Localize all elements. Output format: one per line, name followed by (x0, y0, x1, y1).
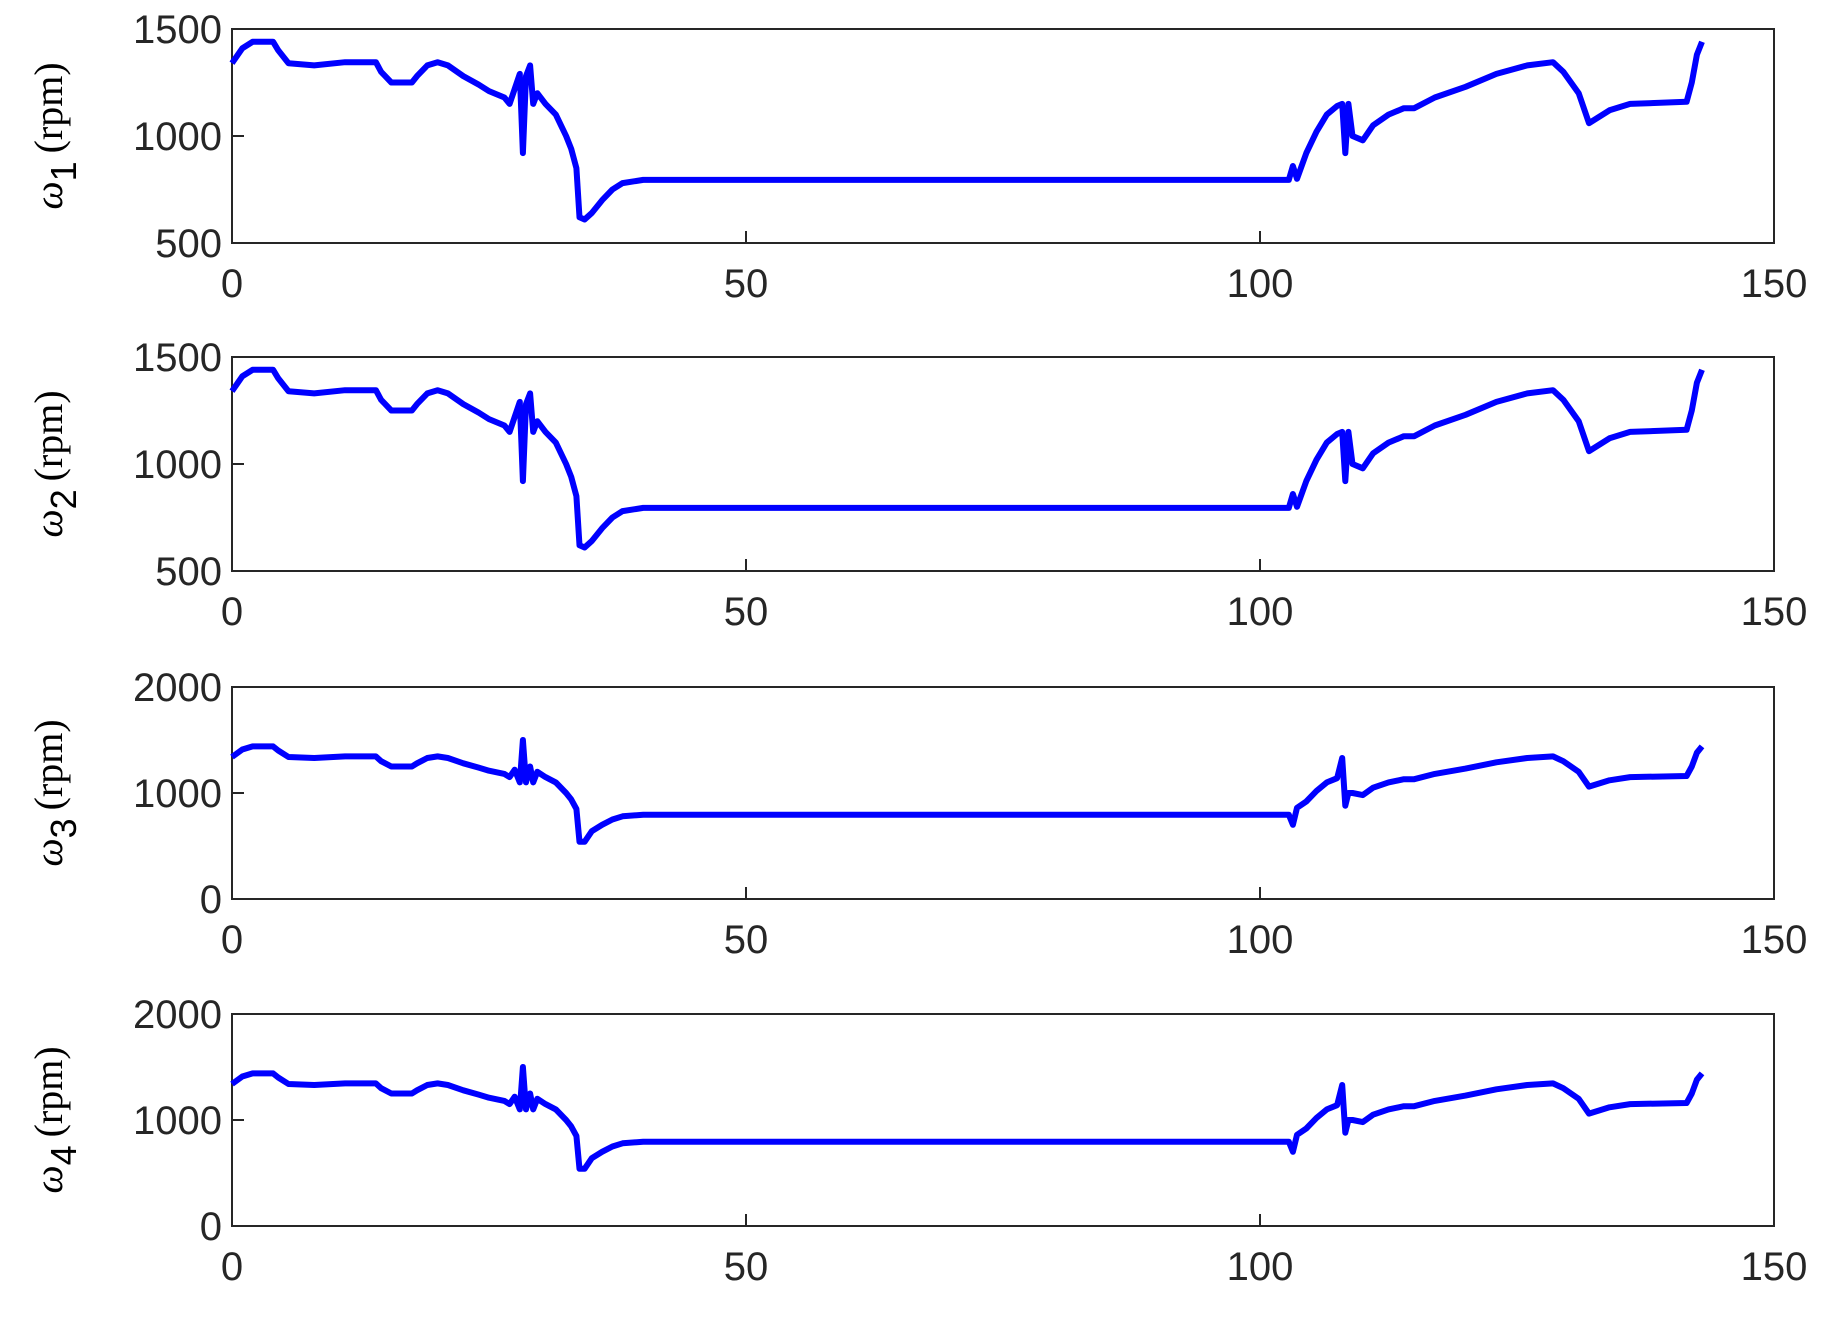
y-label-symbol: ω (26, 181, 71, 209)
y-label-subscript: 4 (43, 1145, 84, 1165)
axes-box (231, 356, 1775, 572)
y-tick-label: 2000 (133, 993, 222, 1037)
x-tick-label: 150 (1741, 918, 1808, 962)
x-tick-label: 0 (221, 262, 243, 306)
axes-box (231, 686, 1775, 900)
y-axis-label: ω4 (rpm) (26, 1046, 84, 1193)
x-tick-label: 0 (221, 1245, 243, 1289)
y-tick-label: 1000 (133, 443, 222, 487)
x-tick-label: 50 (724, 262, 769, 306)
y-label-unit: (rpm) (26, 62, 71, 153)
x-tick-label: 50 (724, 918, 769, 962)
y-axis-label: ω2 (rpm) (26, 390, 84, 537)
y-tick-label: 1000 (133, 115, 222, 159)
y-label-symbol: ω (26, 1165, 71, 1193)
y-tick-label: 1000 (133, 772, 222, 816)
data-line (229, 38, 1705, 223)
y-tick-label: 500 (155, 550, 222, 594)
x-tick-label: 50 (724, 590, 769, 634)
y-label-symbol: ω (26, 509, 71, 537)
y-tick-label: 1500 (133, 336, 222, 380)
y-label-subscript: 1 (43, 161, 84, 181)
y-label-subscript: 3 (43, 818, 84, 838)
x-tick-label: 100 (1227, 918, 1294, 962)
y-tick-label: 1000 (133, 1099, 222, 1143)
x-tick-label: 100 (1227, 590, 1294, 634)
y-tick-label: 0 (200, 1205, 222, 1249)
axes-box (231, 28, 1775, 244)
axes-box (231, 1013, 1775, 1227)
y-label-symbol: ω (26, 838, 71, 866)
x-tick-label: 100 (1227, 262, 1294, 306)
y-axis-label: ω1 (rpm) (26, 62, 84, 209)
y-tick-label: 1500 (133, 8, 222, 52)
x-tick-label: 150 (1741, 590, 1808, 634)
data-line (230, 737, 1705, 845)
x-tick-label: 150 (1741, 1245, 1808, 1289)
y-label-unit: (rpm) (26, 719, 71, 810)
y-label-unit: (rpm) (26, 1046, 71, 1137)
data-line (230, 1064, 1705, 1172)
x-tick-label: 0 (221, 918, 243, 962)
data-line (229, 366, 1705, 551)
x-tick-label: 0 (221, 590, 243, 634)
x-tick-label: 50 (724, 1245, 769, 1289)
y-tick-label: 0 (200, 878, 222, 922)
y-axis-label: ω3 (rpm) (26, 719, 84, 866)
y-tick-label: 500 (155, 222, 222, 266)
x-tick-label: 150 (1741, 262, 1808, 306)
y-label-subscript: 2 (43, 489, 84, 509)
y-tick-label: 2000 (133, 666, 222, 710)
x-tick-label: 100 (1227, 1245, 1294, 1289)
y-label-unit: (rpm) (26, 390, 71, 481)
